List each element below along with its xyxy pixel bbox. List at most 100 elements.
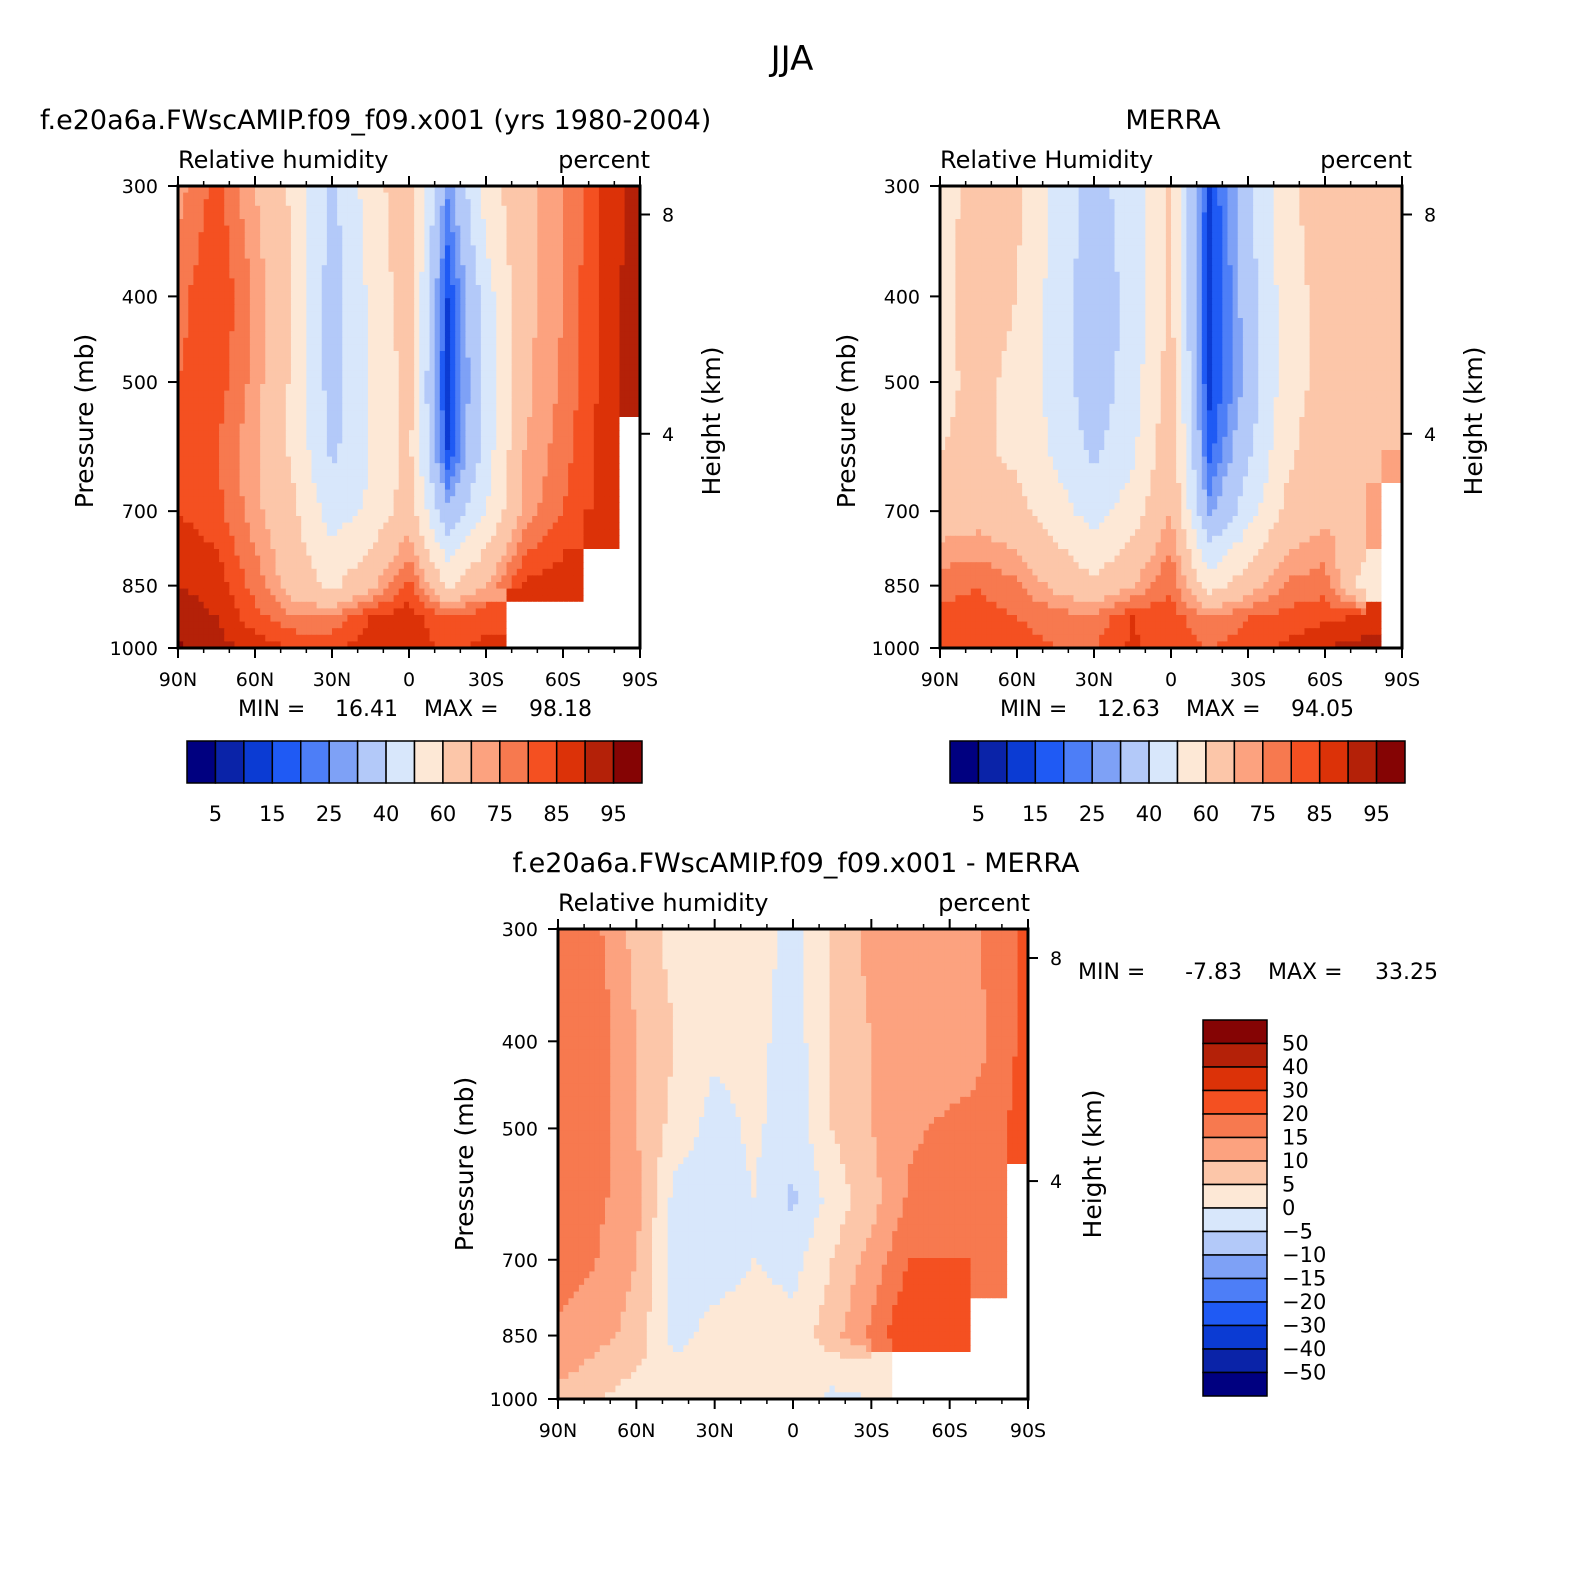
field-cell xyxy=(229,437,235,444)
field-cell xyxy=(491,292,497,299)
field-cell xyxy=(486,206,492,213)
field-cell xyxy=(291,364,297,371)
field-cell xyxy=(630,226,636,233)
field-cell xyxy=(609,219,615,226)
field-cell xyxy=(604,298,610,305)
field-cell xyxy=(265,318,271,325)
field-cell xyxy=(394,206,400,213)
field-cell xyxy=(604,371,610,378)
field-cell xyxy=(183,285,189,292)
field-cell xyxy=(188,193,194,200)
field-cell xyxy=(460,443,466,450)
field-cell xyxy=(327,549,333,556)
field-cell xyxy=(373,443,379,450)
field-cell xyxy=(255,344,261,351)
field-cell xyxy=(409,311,415,318)
field-cell xyxy=(455,490,461,497)
field-cell xyxy=(527,318,533,325)
field-cell xyxy=(245,245,251,252)
field-cell xyxy=(532,298,538,305)
field-cell xyxy=(584,259,590,266)
field-cell xyxy=(491,509,497,516)
field-cell xyxy=(214,397,220,404)
field-cell xyxy=(383,404,389,411)
field-cell xyxy=(455,338,461,345)
field-cell xyxy=(501,212,507,219)
field-cell xyxy=(342,199,348,206)
field-cell xyxy=(573,318,579,325)
field-cell xyxy=(193,338,199,345)
field-cell xyxy=(440,245,446,252)
field-cell xyxy=(306,450,312,457)
field-cell xyxy=(301,226,307,233)
field-cell xyxy=(517,516,523,523)
field-cell xyxy=(199,549,205,556)
field-cell xyxy=(306,430,312,437)
field-cell xyxy=(327,424,333,431)
field-cell xyxy=(450,377,456,384)
field-cell xyxy=(542,509,548,516)
field-cell xyxy=(296,351,302,358)
field-cell xyxy=(522,397,528,404)
field-cell xyxy=(424,437,430,444)
field-cell xyxy=(486,344,492,351)
field-cell xyxy=(542,285,548,292)
field-cell xyxy=(204,483,210,490)
field-cell xyxy=(240,358,246,365)
field-cell xyxy=(548,424,554,431)
field-cell xyxy=(573,351,579,358)
field-cell xyxy=(445,219,451,226)
field-cell xyxy=(245,430,251,437)
field-cell xyxy=(419,496,425,503)
field-cell xyxy=(317,516,323,523)
field-cell xyxy=(301,292,307,299)
field-cell xyxy=(353,226,359,233)
field-cell xyxy=(204,252,210,259)
field-cell xyxy=(435,384,441,391)
field-cell xyxy=(240,470,246,477)
field-cell xyxy=(214,259,220,266)
field-cell xyxy=(183,450,189,457)
field-cell xyxy=(311,450,317,457)
field-cell xyxy=(311,542,317,549)
field-cell xyxy=(440,252,446,259)
field-cell xyxy=(563,325,569,332)
field-cell xyxy=(435,463,441,470)
field-cell xyxy=(440,219,446,226)
field-cell xyxy=(265,351,271,358)
field-cell xyxy=(188,536,194,543)
field-cell xyxy=(435,523,441,530)
field-cell xyxy=(553,377,559,384)
field-cell xyxy=(188,430,194,437)
field-cell xyxy=(455,384,461,391)
field-cell xyxy=(532,463,538,470)
field-cell xyxy=(301,490,307,497)
field-cell xyxy=(527,384,533,391)
field-cell xyxy=(204,490,210,497)
field-cell xyxy=(491,285,497,292)
field-cell xyxy=(625,516,631,523)
field-cell xyxy=(476,245,482,252)
field-cell xyxy=(209,232,215,239)
field-cell xyxy=(260,318,266,325)
field-cell xyxy=(486,292,492,299)
field-cell xyxy=(322,298,328,305)
field-cell xyxy=(199,226,205,233)
field-cell xyxy=(414,443,420,450)
field-cell xyxy=(614,292,620,299)
field-cell xyxy=(291,252,297,259)
field-cell xyxy=(435,232,441,239)
field-cell xyxy=(599,490,605,497)
field-cell xyxy=(481,490,487,497)
field-cell xyxy=(229,509,235,516)
field-cell xyxy=(548,437,554,444)
field-cell xyxy=(558,397,564,404)
field-cell xyxy=(532,199,538,206)
field-cell xyxy=(373,470,379,477)
field-cell xyxy=(481,278,487,285)
field-cell xyxy=(537,318,543,325)
field-cell xyxy=(296,292,302,299)
field-cell xyxy=(311,463,317,470)
field-cell xyxy=(332,344,338,351)
field-cell xyxy=(255,549,261,556)
